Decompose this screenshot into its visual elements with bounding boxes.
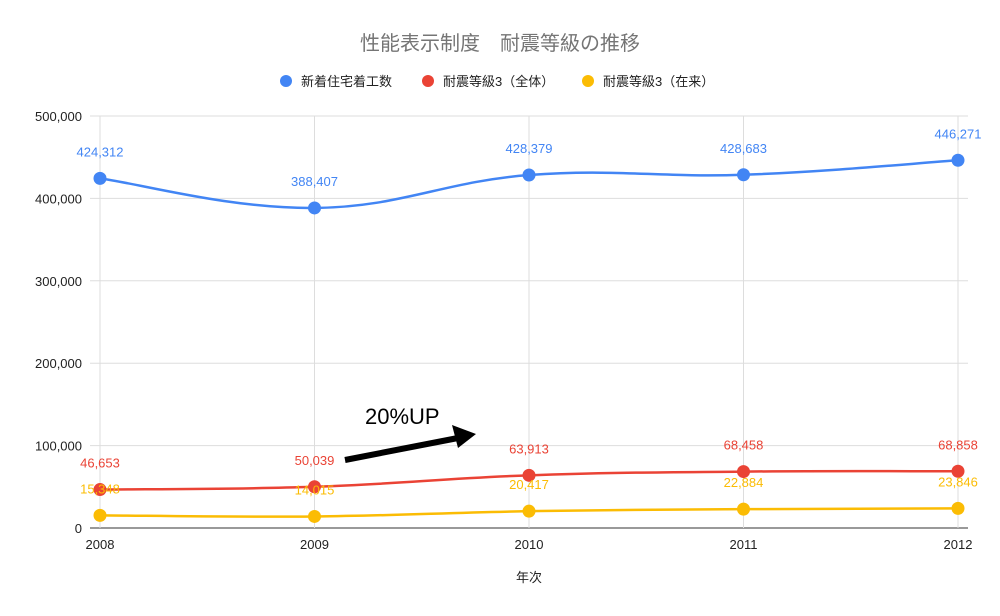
y-tick-label: 500,000: [35, 109, 82, 124]
y-axis: 0 100,000 200,000 300,000 400,000 500,000: [35, 109, 82, 536]
data-point: [951, 464, 965, 478]
data-point: [951, 153, 965, 167]
data-point: [93, 483, 107, 497]
data-label: 46,653: [80, 456, 120, 471]
data-point: [522, 468, 536, 482]
x-tick-label: 2009: [300, 537, 329, 552]
data-label: 428,683: [720, 141, 767, 156]
series-1: 424,312 388,407 428,379 428,683 446,271: [77, 126, 982, 215]
legend-label: 耐震等級3（全体）: [443, 74, 554, 89]
data-point: [308, 509, 321, 523]
data-point: [737, 465, 750, 479]
legend-label: 耐震等級3（在来）: [603, 74, 714, 89]
data-label: 68,458: [724, 438, 764, 453]
legend-marker: [422, 75, 434, 87]
data-label: 15,348: [80, 481, 120, 496]
annotation-text: 20%UP: [365, 404, 440, 429]
data-label: 68,858: [938, 437, 978, 452]
legend: 新着住宅着工数 耐震等級3（全体） 耐震等級3（在来）: [280, 74, 714, 89]
data-point: [737, 502, 750, 516]
data-point: [737, 168, 750, 182]
data-label: 424,312: [77, 144, 124, 159]
data-point: [308, 201, 321, 215]
data-label: 14,015: [295, 482, 335, 497]
chart-title: 性能表示制度 耐震等級の推移: [360, 32, 640, 55]
data-label: 50,039: [295, 453, 335, 468]
y-tick-label: 100,000: [35, 439, 82, 454]
legend-marker: [582, 75, 594, 87]
x-tick-label: 2010: [515, 537, 544, 552]
x-tick-label: 2011: [730, 537, 758, 552]
data-label: 446,271: [935, 126, 982, 141]
x-axis-title: 年次: [516, 570, 542, 585]
data-label: 63,913: [509, 441, 549, 456]
data-label: 388,407: [291, 174, 338, 189]
data-point: [951, 501, 965, 515]
y-tick-label: 0: [75, 521, 82, 536]
arrow-shaft: [344, 435, 459, 463]
data-label: 20,417: [509, 477, 549, 492]
data-point: [308, 480, 321, 494]
series-layer: 424,312 388,407 428,379 428,683 446,271 46,65…: [77, 126, 982, 523]
y-tick-label: 400,000: [35, 191, 82, 206]
x-tick-label: 2008: [86, 537, 115, 552]
y-tick-label: 300,000: [35, 274, 82, 289]
data-label: 428,379: [506, 141, 553, 156]
data-point: [93, 171, 107, 185]
data-point: [93, 508, 107, 522]
data-point: [522, 168, 536, 182]
data-label: 22,884: [724, 475, 764, 490]
gridlines: [90, 115, 968, 529]
x-axis: 2008 2009 2010 2011 2012: [86, 537, 973, 552]
x-tick-label: 2012: [944, 537, 973, 552]
y-tick-label: 200,000: [35, 356, 82, 371]
series-2: 46,653 50,039 63,913 68,458 68,858: [80, 437, 978, 497]
data-label: 23,846: [938, 474, 978, 489]
data-point: [522, 504, 536, 518]
legend-label: 新着住宅着工数: [301, 74, 392, 89]
annotation: 20%UP: [344, 404, 476, 463]
arrow-head-icon: [452, 425, 476, 448]
series-3: 15,348 14,015 20,417 22,884 23,846: [80, 474, 978, 523]
legend-marker: [280, 75, 292, 87]
